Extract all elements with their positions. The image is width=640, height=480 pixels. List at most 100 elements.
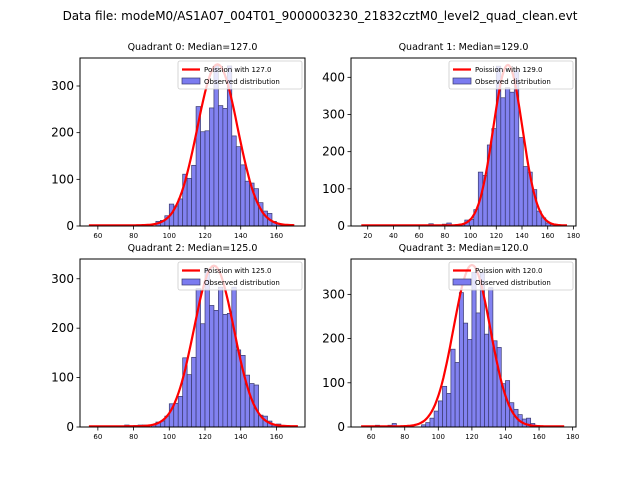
histogram-bar	[454, 362, 460, 427]
histogram-bar	[467, 339, 473, 427]
subplot-quadrant-2: Quadrant 2: Median=125.0 0 100 200 300 60 80 10…	[51, 243, 306, 441]
legend-bar-swatch	[181, 278, 201, 286]
histogram-bar	[488, 287, 494, 427]
y-tick-label: 200	[51, 321, 74, 335]
histogram-bar	[209, 305, 215, 427]
histogram-bar	[173, 402, 179, 427]
histogram-bar	[213, 65, 219, 226]
legend-label-observed: Observed distribution	[475, 78, 551, 86]
plot-area	[88, 63, 295, 226]
y-tick-label: 300	[322, 287, 345, 301]
axes-frame	[350, 57, 577, 227]
histogram-bar	[200, 131, 206, 226]
histogram-bar	[204, 268, 210, 427]
legend-box	[177, 60, 303, 90]
x-tick-label: 60	[415, 232, 424, 240]
legend-bar-swatch	[181, 77, 201, 85]
histogram-bar	[200, 323, 206, 427]
y-tick-label: 300	[322, 107, 345, 121]
histogram-bar	[191, 356, 197, 427]
x-tick-label: 80	[129, 433, 138, 441]
histogram-bar	[442, 385, 448, 427]
subplot-title: Quadrant 2: Median=125.0	[128, 243, 258, 254]
legend: Poission with 129.0 Observed distribution	[448, 60, 574, 90]
histogram-bar	[496, 347, 502, 427]
y-tick-label: 0	[66, 420, 74, 434]
x-tick-label: 160	[270, 433, 283, 441]
legend-label-poisson: Poission with 125.0	[204, 267, 272, 275]
histogram-bar	[222, 313, 228, 427]
x-tick-label: 140	[515, 232, 528, 240]
histogram-bar	[177, 396, 184, 427]
histogram-bar	[218, 286, 224, 427]
axes-frame	[350, 258, 577, 428]
histogram-bar	[231, 286, 237, 427]
x-tick-label: 120	[490, 232, 503, 240]
x-tick-label: 100	[163, 433, 176, 441]
y-tick-label: 300	[51, 79, 74, 93]
histogram-bar	[475, 312, 481, 427]
axes-frame	[79, 258, 306, 428]
histogram-bar	[446, 393, 452, 427]
x-tick-label: 80	[440, 232, 449, 240]
histogram-bar	[531, 189, 538, 226]
legend-label-poisson: Poission with 120.0	[475, 267, 543, 275]
histogram-bar	[484, 333, 490, 427]
y-tick-label: 0	[66, 219, 74, 233]
histogram-bar	[429, 417, 435, 427]
histogram-bar	[509, 91, 515, 226]
poisson-curve	[88, 264, 298, 427]
x-tick-label: 140	[499, 433, 512, 441]
x-tick-label: 140	[234, 433, 247, 441]
x-tick-label: 160	[270, 232, 283, 240]
subplot-quadrant-0: Quadrant 0: Median=127.0 0 100 200 300 60 80 10…	[51, 42, 306, 240]
histogram-bar	[463, 322, 469, 427]
y-tick-label: 200	[322, 332, 345, 346]
x-tick-label: 80	[129, 232, 138, 240]
y-tick-label: 200	[322, 145, 345, 159]
legend-label-observed: Observed distribution	[204, 78, 280, 86]
x-tick-label: 160	[541, 232, 554, 240]
legend-label-poisson: Poission with 129.0	[475, 66, 543, 74]
histogram-bar	[518, 137, 524, 226]
histogram-bar	[222, 108, 228, 226]
poisson-curve	[88, 63, 295, 226]
subplot-title: Quadrant 1: Median=129.0	[399, 42, 529, 53]
x-tick-label: 180	[567, 232, 580, 240]
histogram-bar	[437, 400, 443, 427]
y-tick-label: 300	[51, 272, 74, 286]
histogram-bar	[240, 164, 246, 226]
histogram-bar	[209, 107, 215, 226]
histogram-bar	[526, 417, 532, 427]
poisson-curve	[361, 63, 567, 226]
x-tick-label: 160	[532, 433, 545, 441]
legend-box	[448, 261, 574, 291]
x-tick-label: 60	[93, 433, 102, 441]
axes-frame	[79, 57, 306, 227]
x-tick-label: 40	[389, 232, 398, 240]
x-tick-label: 100	[432, 433, 445, 441]
legend-label-observed: Observed distribution	[204, 279, 280, 287]
y-tick-label: 0	[337, 420, 345, 434]
x-tick-label: 120	[198, 433, 211, 441]
x-tick-label: 100	[163, 232, 176, 240]
histogram-bar	[231, 135, 237, 226]
legend-label-poisson: Poission with 127.0	[204, 66, 272, 74]
histogram-bar	[186, 374, 192, 427]
subplot-title: Quadrant 0: Median=127.0	[128, 42, 258, 53]
histogram-bar	[186, 178, 192, 226]
legend-label-observed: Observed distribution	[475, 279, 551, 287]
x-tick-label: 140	[234, 232, 247, 240]
histogram-bar	[177, 198, 184, 226]
legend-box	[177, 261, 303, 291]
histogram-bar	[425, 422, 431, 427]
histogram-bar	[500, 97, 506, 226]
histogram-bar	[522, 166, 529, 226]
legend: Poission with 127.0 Observed distribution	[177, 60, 303, 90]
y-tick-label: 100	[322, 182, 345, 196]
histogram-bar	[235, 146, 242, 226]
subplot-title: Quadrant 3: Median=120.0	[399, 243, 529, 254]
y-tick-label: 400	[322, 70, 345, 84]
histogram-bar	[218, 105, 224, 226]
